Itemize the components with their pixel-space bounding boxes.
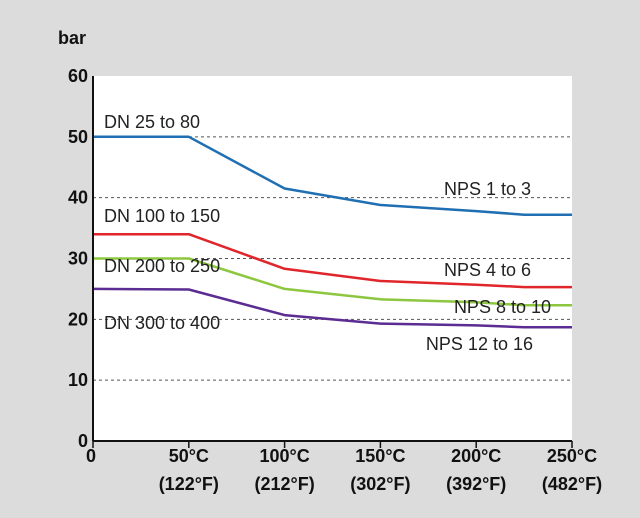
y-axis-label: bar [58, 28, 86, 48]
series-line-2 [93, 257, 572, 307]
series-labels: DN 25 to 80 NPS 1 to 3 DN 100 to 150 NPS 4 … [104, 112, 551, 354]
x-tick-sublabel: (122°F) [159, 474, 219, 494]
x-tick-label: 200°C [451, 446, 501, 466]
y-tick-label: 30 [68, 249, 88, 269]
series-line-0 [93, 135, 572, 216]
x-tick-sublabel: (212°F) [254, 474, 314, 494]
series-lines [92, 135, 572, 329]
y-tick-label: 20 [68, 309, 88, 329]
x-tick-label: 150°C [355, 446, 405, 466]
series-label-right: NPS 8 to 10 [454, 297, 551, 317]
series-line-1 [93, 232, 572, 289]
x-tick-label: 0 [86, 446, 96, 466]
x-tick-sublabel: (392°F) [446, 474, 506, 494]
y-tick-labels: 0 10 20 30 40 50 60 [68, 66, 88, 451]
x-tick-sublabel: (482°F) [542, 474, 602, 494]
series-label-left: DN 300 to 400 [104, 313, 220, 333]
series-line-3 [92, 287, 572, 329]
x-tick-sublabel: (302°F) [350, 474, 410, 494]
series-label-right: NPS 12 to 16 [426, 334, 533, 354]
x-tick-label: 250°C [547, 446, 597, 466]
x-tick-label: 50°C [169, 446, 209, 466]
y-tick-label: 10 [68, 370, 88, 390]
y-tick-label: 0 [78, 431, 88, 451]
y-tick-label: 50 [68, 127, 88, 147]
y-tick-label: 60 [68, 66, 88, 86]
series-label-left: DN 100 to 150 [104, 206, 220, 226]
x-tick-labels: 0 50°C (122°F) 100°C (212°F) 150°C (302°F) 200°… [86, 446, 602, 494]
axes [92, 76, 573, 448]
series-label-right: NPS 1 to 3 [444, 179, 531, 199]
x-tick-label: 100°C [259, 446, 309, 466]
y-tick-label: 40 [68, 188, 88, 208]
series-label-left: DN 25 to 80 [104, 112, 200, 132]
series-label-right: NPS 4 to 6 [444, 260, 531, 280]
series-label-left: DN 200 to 250 [104, 256, 220, 276]
